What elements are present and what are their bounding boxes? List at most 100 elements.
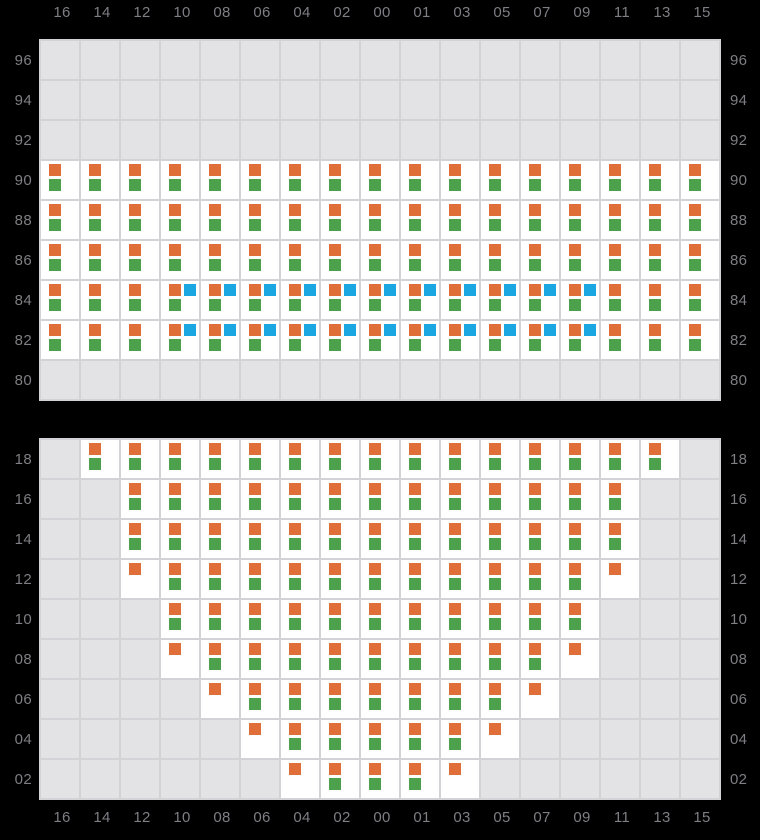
slot-cell — [40, 600, 81, 640]
orange-square — [288, 683, 301, 695]
slot-cell — [360, 720, 401, 760]
orange-square — [328, 204, 341, 216]
green-square — [248, 538, 261, 550]
green-square — [688, 179, 701, 191]
tier-label: 86 — [729, 252, 748, 269]
slot-cell — [440, 41, 481, 81]
slot-cell — [440, 680, 481, 720]
slot-cell — [600, 81, 641, 121]
grid-row — [40, 321, 721, 361]
slot-cell — [280, 760, 321, 800]
orange-square — [528, 483, 541, 495]
slot-cell — [400, 361, 441, 401]
orange-square — [128, 523, 141, 535]
green-square — [568, 179, 581, 191]
tier-label: 82 — [729, 332, 748, 349]
green-square — [648, 219, 661, 231]
slot-cell — [120, 600, 161, 640]
green-square — [328, 259, 341, 271]
green-square — [528, 538, 541, 550]
orange-square — [608, 164, 621, 176]
slot-cell — [600, 480, 641, 520]
slot-cell — [560, 480, 601, 520]
slot-cell — [240, 560, 281, 600]
slot-cell — [480, 520, 521, 560]
column-label: 05 — [493, 4, 511, 21]
slot-cell — [120, 680, 161, 720]
slot-cell — [40, 81, 81, 121]
blue-square — [423, 284, 436, 296]
slot-cell — [440, 201, 481, 241]
green-square — [368, 778, 381, 790]
orange-square — [528, 244, 541, 256]
orange-square — [168, 284, 181, 296]
orange-square — [448, 164, 461, 176]
orange-square — [328, 284, 341, 296]
orange-square — [248, 164, 261, 176]
slot-cell — [320, 720, 361, 760]
green-square — [528, 458, 541, 470]
green-square — [328, 698, 341, 710]
green-square — [328, 538, 341, 550]
green-square — [328, 618, 341, 630]
green-square — [368, 339, 381, 351]
green-square — [568, 219, 581, 231]
slot-cell — [40, 321, 81, 361]
green-square — [208, 299, 221, 311]
green-square — [288, 339, 301, 351]
slot-cell — [320, 680, 361, 720]
green-square — [408, 578, 421, 590]
green-square — [408, 259, 421, 271]
grid-row — [40, 161, 721, 201]
tier-label: 12 — [14, 571, 32, 588]
blue-square — [383, 284, 396, 296]
green-square — [168, 179, 181, 191]
slot-cell — [520, 760, 561, 800]
orange-square — [328, 523, 341, 535]
orange-square — [248, 603, 261, 615]
slot-cell — [160, 161, 201, 201]
orange-square — [288, 284, 301, 296]
green-square — [528, 339, 541, 351]
orange-square — [368, 244, 381, 256]
orange-square — [488, 324, 501, 336]
orange-square — [488, 723, 501, 735]
green-square — [688, 339, 701, 351]
slot-cell — [40, 241, 81, 281]
orange-square — [208, 284, 221, 296]
green-square — [328, 498, 341, 510]
orange-square — [168, 244, 181, 256]
slot-cell — [360, 201, 401, 241]
slot-cell — [680, 281, 721, 321]
tier-label: 90 — [729, 172, 748, 189]
green-square — [368, 219, 381, 231]
slot-cell — [120, 121, 161, 161]
blue-square — [543, 324, 556, 336]
slot-cell — [320, 520, 361, 560]
slot-cell — [280, 281, 321, 321]
slot-cell — [240, 321, 281, 361]
orange-square — [208, 324, 221, 336]
green-square — [328, 578, 341, 590]
slot-cell — [520, 241, 561, 281]
slot-cell — [200, 281, 241, 321]
slot-cell — [160, 760, 201, 800]
lower-tier-labels-left: 18 16 14 12 10 08 06 04 02 — [0, 438, 39, 800]
slot-cell — [240, 600, 281, 640]
green-square — [408, 778, 421, 790]
orange-square — [488, 284, 501, 296]
slot-cell — [200, 201, 241, 241]
slot-cell — [640, 640, 681, 680]
slot-cell — [360, 121, 401, 161]
slot-cell — [120, 201, 161, 241]
slot-cell — [280, 161, 321, 201]
orange-square — [448, 603, 461, 615]
slot-cell — [480, 440, 521, 480]
orange-square — [448, 523, 461, 535]
green-square — [88, 299, 101, 311]
orange-square — [328, 483, 341, 495]
green-square — [488, 458, 501, 470]
slot-cell — [480, 480, 521, 520]
column-label: 15 — [693, 809, 711, 826]
orange-square — [528, 563, 541, 575]
